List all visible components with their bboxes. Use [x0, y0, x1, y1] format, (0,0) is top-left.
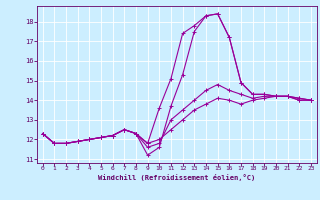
X-axis label: Windchill (Refroidissement éolien,°C): Windchill (Refroidissement éolien,°C) [98, 174, 255, 181]
